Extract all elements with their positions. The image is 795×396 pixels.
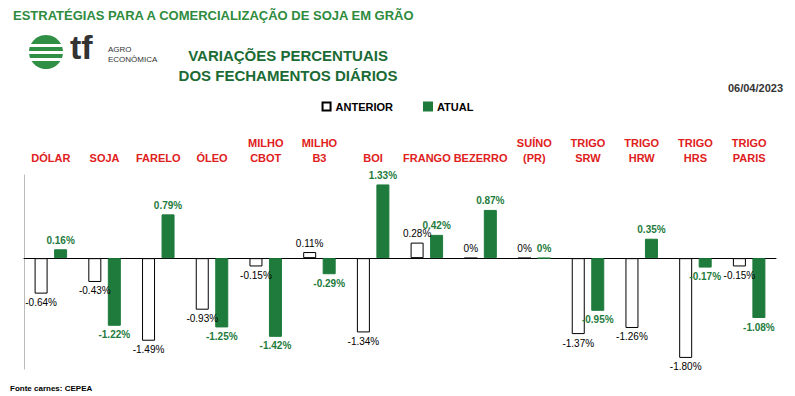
svg-text:-1.42%: -1.42% [260,340,292,351]
svg-text:-0.29%: -0.29% [313,278,345,289]
svg-text:PARIS: PARIS [733,152,766,164]
svg-text:0.16%: 0.16% [46,235,74,246]
svg-text:0%: 0% [537,243,552,254]
svg-text:06/04/2023: 06/04/2023 [728,82,783,94]
svg-text:tf: tf [70,28,93,66]
svg-text:-0.17%: -0.17% [689,271,721,282]
svg-text:-1.08%: -1.08% [743,322,775,333]
svg-text:0.87%: 0.87% [476,195,504,206]
svg-text:0.11%: 0.11% [296,238,324,249]
svg-text:0%: 0% [464,243,479,254]
svg-text:BEZERRO: BEZERRO [454,152,508,164]
svg-text:TRIGO: TRIGO [624,137,659,149]
svg-text:-0.95%: -0.95% [582,314,614,325]
svg-text:TRIGO: TRIGO [732,137,767,149]
svg-text:MILHO: MILHO [302,137,338,149]
svg-text:CBOT: CBOT [250,152,281,164]
svg-text:DÓLAR: DÓLAR [31,152,70,164]
svg-text:-0.93%: -0.93% [186,313,218,324]
svg-text:FARELO: FARELO [136,152,181,164]
svg-text:-1.26%: -1.26% [616,331,648,342]
svg-text:-1.49%: -1.49% [133,344,165,355]
svg-text:MILHO: MILHO [248,137,284,149]
svg-text:0.35%: 0.35% [637,224,665,235]
svg-text:-1.22%: -1.22% [98,329,130,340]
svg-text:-1.37%: -1.37% [562,338,594,349]
svg-text:HRW: HRW [629,152,656,164]
svg-text:HRS: HRS [684,152,707,164]
svg-text:VARIAÇÕES PERCENTUAIS: VARIAÇÕES PERCENTUAIS [188,47,388,64]
svg-text:0.79%: 0.79% [154,200,182,211]
svg-text:SUÍNO: SUÍNO [517,137,552,149]
svg-text:ESTRATÉGIAS PARA A COMERCIALIZ: ESTRATÉGIAS PARA A COMERCIALIZAÇÃO DE SO… [13,8,414,23]
svg-text:ÓLEO: ÓLEO [196,152,228,164]
svg-text:ECONÔMICA: ECONÔMICA [108,55,158,64]
svg-text:0%: 0% [517,243,532,254]
svg-text:-0.43%: -0.43% [79,285,111,296]
svg-text:BOI: BOI [363,152,383,164]
svg-text:0.42%: 0.42% [422,220,450,231]
svg-text:FRANGO: FRANGO [403,152,451,164]
svg-text:-1.25%: -1.25% [206,331,238,342]
svg-text:-0.64%: -0.64% [25,297,57,308]
svg-text:B3: B3 [312,152,326,164]
svg-text:-0.15%: -0.15% [724,270,756,281]
svg-text:-0.15%: -0.15% [240,270,272,281]
svg-text:1.33%: 1.33% [369,170,397,181]
svg-text:ATUAL: ATUAL [437,101,474,113]
svg-text:ANTERIOR: ANTERIOR [336,101,394,113]
svg-text:TRIGO: TRIGO [571,137,606,149]
svg-text:DOS FECHAMENTOS DIÁRIOS: DOS FECHAMENTOS DIÁRIOS [179,67,398,84]
svg-text:SOJA: SOJA [90,152,120,164]
svg-text:(PR): (PR) [523,152,546,164]
svg-text:AGRO: AGRO [108,45,132,54]
svg-text:-1.34%: -1.34% [348,336,380,347]
svg-text:TRIGO: TRIGO [678,137,713,149]
svg-text:SRW: SRW [575,152,601,164]
svg-text:-1.80%: -1.80% [670,361,702,372]
svg-text:Fonte carnes: CEPEA: Fonte carnes: CEPEA [10,384,92,393]
svg-text:0.28%: 0.28% [402,228,432,240]
